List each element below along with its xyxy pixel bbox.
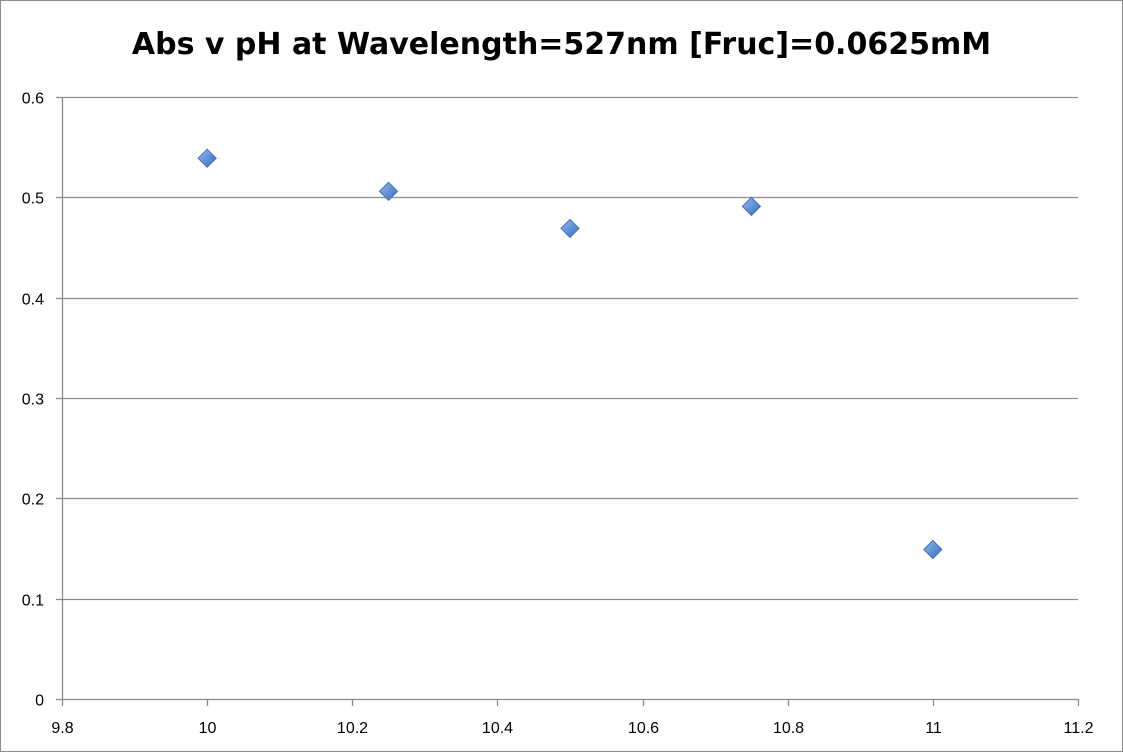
y-tick-label: 0.5 [22, 191, 44, 208]
x-tick-label: 11.2 [1064, 720, 1094, 737]
data-point-0-1 [378, 181, 399, 202]
y-tick-label: 0 [35, 693, 44, 710]
x-tick-label: 11 [925, 720, 942, 737]
axes-layer [56, 96, 1080, 706]
x-tick-label: 10.4 [482, 720, 513, 737]
chart-title: Abs v pH at Wavelength=527nm [Fruc]=0.06… [131, 27, 992, 62]
data-point-0-4 [923, 539, 943, 560]
x-tick-label: 9.8 [51, 720, 73, 737]
y-tick-label: 0.3 [22, 392, 44, 409]
tick-labels: 0 0.1 0.2 0.3 0.4 0.5 0.6 9.8 10 10.2 10.4 10.6 10.8… [22, 91, 1094, 738]
y-tick-label: 0.2 [22, 492, 44, 509]
y-tick-label: 0.6 [22, 91, 44, 108]
data-point-0-0 [197, 148, 217, 168]
data-point-0-2 [560, 218, 580, 239]
data-point-0-3 [741, 196, 762, 217]
data-points [197, 148, 943, 560]
x-tick-label: 10.6 [628, 720, 659, 737]
y-tick-label: 0.1 [22, 593, 44, 610]
x-tick-label: 10.2 [337, 720, 368, 737]
x-tick-label: 10 [199, 720, 217, 737]
y-tick-label: 0.4 [22, 292, 44, 309]
x-tick-label: 10.8 [773, 720, 804, 737]
grid-layer [62, 96, 1078, 601]
